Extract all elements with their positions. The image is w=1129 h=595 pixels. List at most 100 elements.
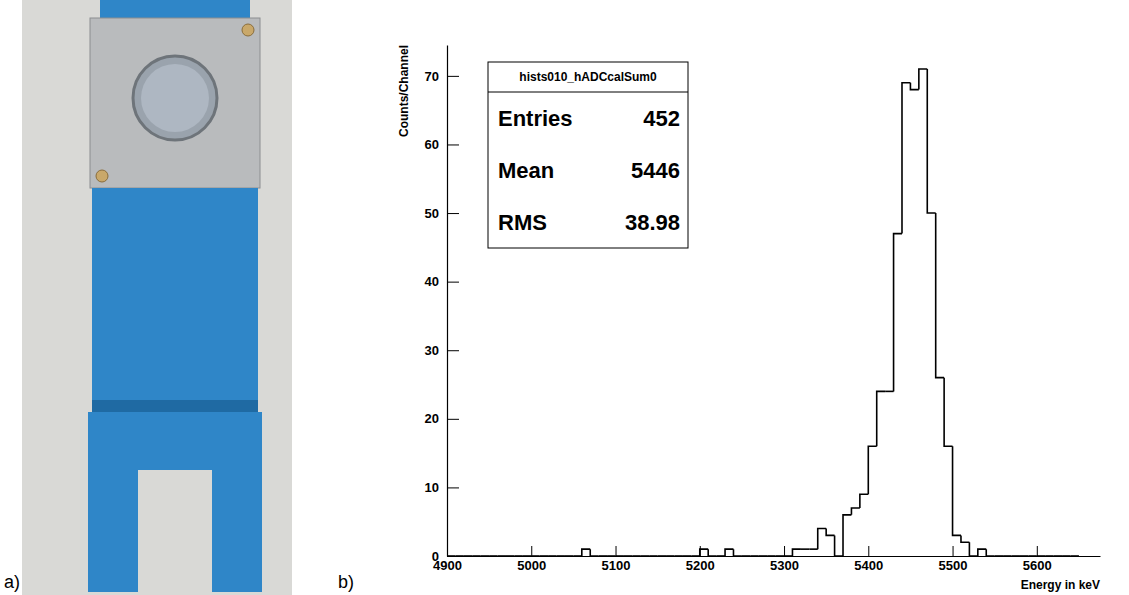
histogram-bin [565, 555, 573, 556]
x-tick-mark [616, 546, 617, 556]
histogram-bin [447, 555, 455, 556]
histogram-bin [514, 555, 522, 556]
y-tick: 20 [425, 411, 459, 426]
y-axis: 010203040506070 [425, 46, 459, 564]
y-tick-label: 60 [425, 137, 439, 152]
histogram-bin [464, 555, 472, 556]
histogram-bin [557, 555, 565, 556]
x-tick-label: 5000 [517, 558, 546, 573]
y-axis-line [447, 46, 448, 557]
x-tick-mark [531, 546, 532, 556]
histogram-bin [894, 234, 902, 392]
histogram-bin [506, 555, 514, 556]
histogram-bin [784, 555, 792, 556]
y-tick-label: 10 [425, 480, 439, 495]
x-axis-line [448, 556, 1101, 557]
y-tick: 10 [425, 480, 459, 495]
histogram-bin [523, 555, 531, 556]
histogram-bin [919, 69, 927, 90]
x-axis: 49005000510052005300540055005600 [433, 546, 1100, 573]
histogram-bin [860, 494, 868, 508]
histogram-bin [792, 549, 800, 556]
holder-body [92, 188, 258, 400]
histogram-bin [683, 555, 691, 556]
histogram-bin [1045, 555, 1053, 556]
histogram-bin [953, 446, 961, 535]
x-tick: 5200 [686, 546, 715, 573]
x-tick-label: 5100 [602, 558, 631, 573]
metal-plate [90, 18, 260, 188]
histogram-bin [877, 391, 885, 446]
histogram-bin [1071, 555, 1079, 556]
histogram-bin [809, 548, 817, 550]
histogram-bin [666, 555, 674, 556]
x-tick-label: 5600 [1023, 558, 1052, 573]
histogram-bin [902, 83, 910, 234]
holder-base [88, 412, 262, 592]
x-tick-mark [868, 546, 869, 556]
y-tick-mark [447, 144, 459, 145]
histogram-bin [742, 555, 750, 556]
histogram-bin [733, 549, 741, 556]
histogram-bin [582, 549, 590, 556]
stats-label: RMS [498, 210, 547, 235]
histogram-bin [472, 555, 480, 556]
photo-background [22, 0, 292, 595]
histogram-bin [725, 549, 733, 556]
histogram-bin [691, 555, 699, 556]
histogram-bin [801, 548, 809, 550]
x-tick-label: 5400 [854, 558, 883, 573]
y-tick-mark [447, 282, 459, 283]
histogram-bin [767, 555, 775, 556]
photo [22, 0, 292, 595]
screw [96, 170, 108, 182]
histogram-bin [995, 555, 1003, 556]
y-tick-label: 20 [425, 411, 439, 426]
histogram-bin [936, 213, 944, 378]
histogram-bin [540, 555, 548, 556]
stats-box: hists010_hADCcalSum0Entries452Mean5446RM… [488, 62, 688, 248]
y-tick-label: 40 [425, 274, 439, 289]
histogram-bin [708, 549, 716, 556]
y-tick-mark [447, 350, 459, 351]
y-axis-title: Counts/Channel [397, 45, 411, 137]
histogram-bin [616, 555, 624, 556]
y-tick-mark [447, 213, 459, 214]
histogram-bin [649, 555, 657, 556]
histogram-bin [548, 555, 556, 556]
histogram-bin [1012, 555, 1020, 556]
x-tick: 5600 [1023, 546, 1052, 573]
x-tick-mark [1037, 546, 1038, 556]
x-axis-title: Energy in keV [1021, 578, 1100, 592]
histogram-bin [1003, 555, 1011, 556]
y-tick-label: 70 [425, 69, 439, 84]
figure: a)b)490050005100520053005400550056000102… [0, 0, 1129, 595]
x-tick-label: 5200 [686, 558, 715, 573]
x-tick-mark [700, 546, 701, 556]
histogram-bin [835, 535, 843, 556]
stats-value: 5446 [631, 158, 680, 183]
histogram-bin [590, 549, 598, 556]
y-tick-mark [447, 76, 459, 77]
histogram-bin [978, 549, 986, 556]
histogram-bin [658, 555, 666, 556]
holder-gap [92, 400, 258, 412]
histogram-bin [826, 529, 834, 536]
histogram-bin [641, 555, 649, 556]
y-tick-label: 0 [432, 549, 439, 564]
histogram-bin [632, 555, 640, 556]
x-tick-mark [953, 546, 954, 556]
histogram-bin [868, 446, 876, 494]
y-tick: 0 [432, 549, 459, 564]
histogram-bin [986, 549, 994, 556]
stats-value: 38.98 [625, 210, 680, 235]
histogram-bin [969, 542, 977, 556]
histogram-bin [455, 555, 463, 556]
x-tick: 5400 [854, 546, 883, 573]
y-tick-mark [447, 487, 459, 488]
histogram-bin [573, 555, 581, 556]
stats-box-divider [488, 92, 688, 93]
x-tick: 5100 [602, 546, 631, 573]
detector-face [141, 64, 209, 132]
screw [242, 24, 254, 36]
